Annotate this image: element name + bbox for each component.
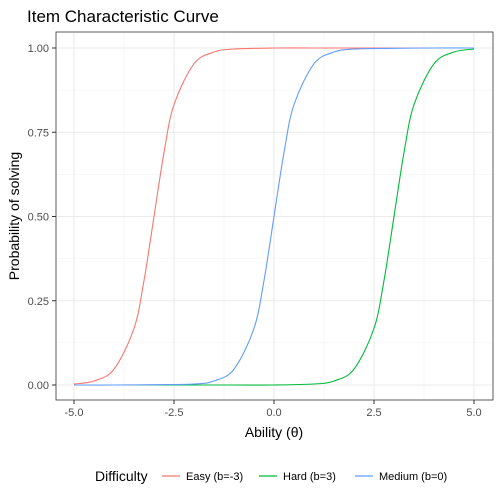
x-tick-label: -2.5 <box>165 407 184 419</box>
series-line-1 <box>74 48 475 386</box>
x-axis-title: Ability (θ) <box>245 424 303 440</box>
legend-label-1: Hard (b=3) <box>283 471 336 483</box>
y-tick-label: 0.25 <box>28 296 49 308</box>
legend: Difficulty Easy (b=-3) Hard (b=3) Medium (… <box>95 468 447 484</box>
y-tick-label: 0.50 <box>28 212 49 224</box>
y-axis: 0.00 0.25 0.50 0.75 1.00 <box>28 43 56 392</box>
legend-title: Difficulty <box>95 468 148 484</box>
y-tick-label: 0.00 <box>28 380 49 392</box>
x-tick-label: 0.0 <box>266 407 281 419</box>
x-tick-label: 5.0 <box>466 407 481 419</box>
x-axis: -5.0 -2.5 0.0 2.5 5.0 <box>65 400 482 419</box>
series-lines <box>73 47 475 386</box>
series-line-0 <box>73 47 474 385</box>
series-line-2 <box>73 47 475 386</box>
legend-label-2: Medium (b=0) <box>379 471 447 483</box>
chart-title: Item Characteristic Curve <box>27 7 219 26</box>
y-tick-label: 0.75 <box>28 127 49 139</box>
x-tick-label: -5.0 <box>65 407 84 419</box>
y-axis-title: Probability of solving <box>6 152 22 280</box>
legend-label-0: Easy (b=-3) <box>186 471 243 483</box>
y-tick-label: 1.00 <box>28 43 49 55</box>
x-tick-label: 2.5 <box>366 407 381 419</box>
